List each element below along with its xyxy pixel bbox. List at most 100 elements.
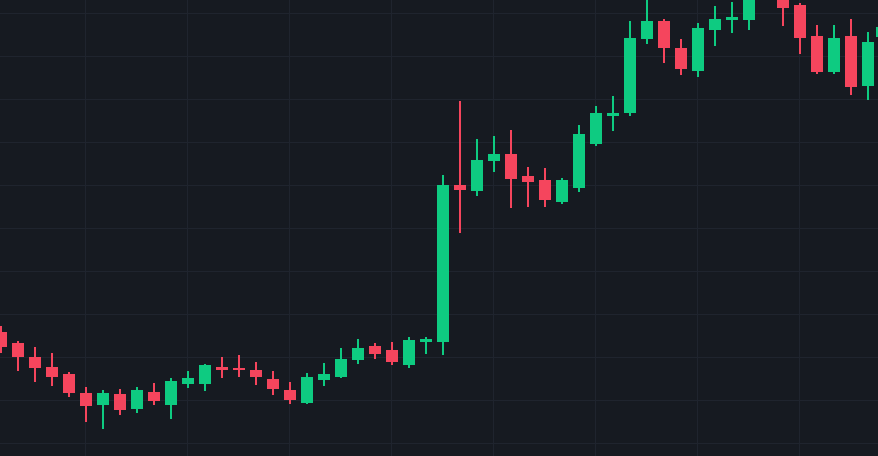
candle-wick [527,166,529,207]
candle-body [284,390,296,400]
candle-body [352,347,364,360]
candle-body [165,381,177,405]
candle[interactable] [573,124,585,192]
candle[interactable] [335,347,347,378]
candle[interactable] [12,341,24,371]
candle-body [216,366,228,370]
candle-body [29,356,41,368]
candle-body [488,154,500,161]
grid-hline [0,142,878,143]
candle-wick [102,390,104,429]
grid-hline [0,400,878,401]
candle[interactable] [675,39,687,75]
candle[interactable] [658,18,670,63]
grid-hline [0,56,878,57]
candle-body [794,5,806,38]
candle[interactable] [199,363,211,391]
candle[interactable] [114,389,126,415]
candle[interactable] [63,371,75,397]
candle[interactable] [80,386,92,422]
candle[interactable] [726,1,738,33]
candle[interactable] [590,106,602,146]
candle-body [0,331,7,347]
candle-body [46,367,58,377]
candle[interactable] [454,101,466,233]
candle[interactable] [794,2,806,54]
candle-wick [493,135,495,172]
candle-body [590,112,602,144]
candle[interactable] [352,339,364,364]
grid-hline [0,99,878,100]
candle[interactable] [301,372,313,404]
candle[interactable] [709,6,721,46]
candle[interactable] [284,381,296,404]
candle-body [556,179,568,202]
candle[interactable] [182,371,194,388]
candle[interactable] [641,0,653,44]
candle[interactable] [386,341,398,365]
candle-body [692,27,704,71]
candle[interactable] [233,354,245,377]
candle[interactable] [437,175,449,355]
candle-body [777,0,789,8]
candle-wick [238,354,240,377]
candle-wick [459,101,461,233]
candle-body [607,112,619,116]
candle-body [12,343,24,357]
candle[interactable] [692,22,704,77]
candle[interactable] [148,383,160,405]
candle-body [454,184,466,190]
candle[interactable] [624,20,636,116]
candle-body [403,339,415,365]
candle-body [522,176,534,182]
candle-body [131,390,143,409]
candle[interactable] [216,356,228,378]
candle-body [876,26,878,37]
candle-body [97,393,109,405]
candle-body [335,358,347,377]
grid-hline [0,443,878,444]
candle[interactable] [828,24,840,74]
candle-body [675,47,687,69]
candle[interactable] [267,370,279,395]
candle[interactable] [46,352,58,386]
candle[interactable] [488,135,500,172]
candle-body [641,21,653,39]
candle[interactable] [811,25,823,74]
candle[interactable] [403,336,415,368]
candle[interactable] [876,24,878,43]
candle-body [63,374,75,393]
candle[interactable] [165,377,177,419]
candle[interactable] [131,386,143,413]
candle[interactable] [0,326,7,353]
candle-wick [425,336,427,354]
candle-body [828,37,840,72]
candle[interactable] [29,346,41,382]
candle-wick [782,0,784,26]
candle[interactable] [522,166,534,207]
candle[interactable] [318,362,330,386]
candle-body [420,339,432,342]
candle[interactable] [369,342,381,359]
candle[interactable] [420,336,432,354]
candle[interactable] [97,390,109,429]
candle-body [148,391,160,401]
candle[interactable] [539,167,551,207]
candle[interactable] [556,177,568,204]
grid-hline [0,13,878,14]
candle-body [233,367,245,370]
candle-body [743,0,755,20]
candle[interactable] [777,0,789,26]
candle[interactable] [862,31,874,100]
candle[interactable] [845,19,857,95]
candle[interactable] [471,139,483,196]
candle[interactable] [250,361,262,385]
candle[interactable] [743,0,755,30]
candle-body [267,378,279,389]
candle[interactable] [607,96,619,131]
candle[interactable] [505,129,517,208]
candle-body [624,37,636,113]
grid-hline [0,357,878,358]
